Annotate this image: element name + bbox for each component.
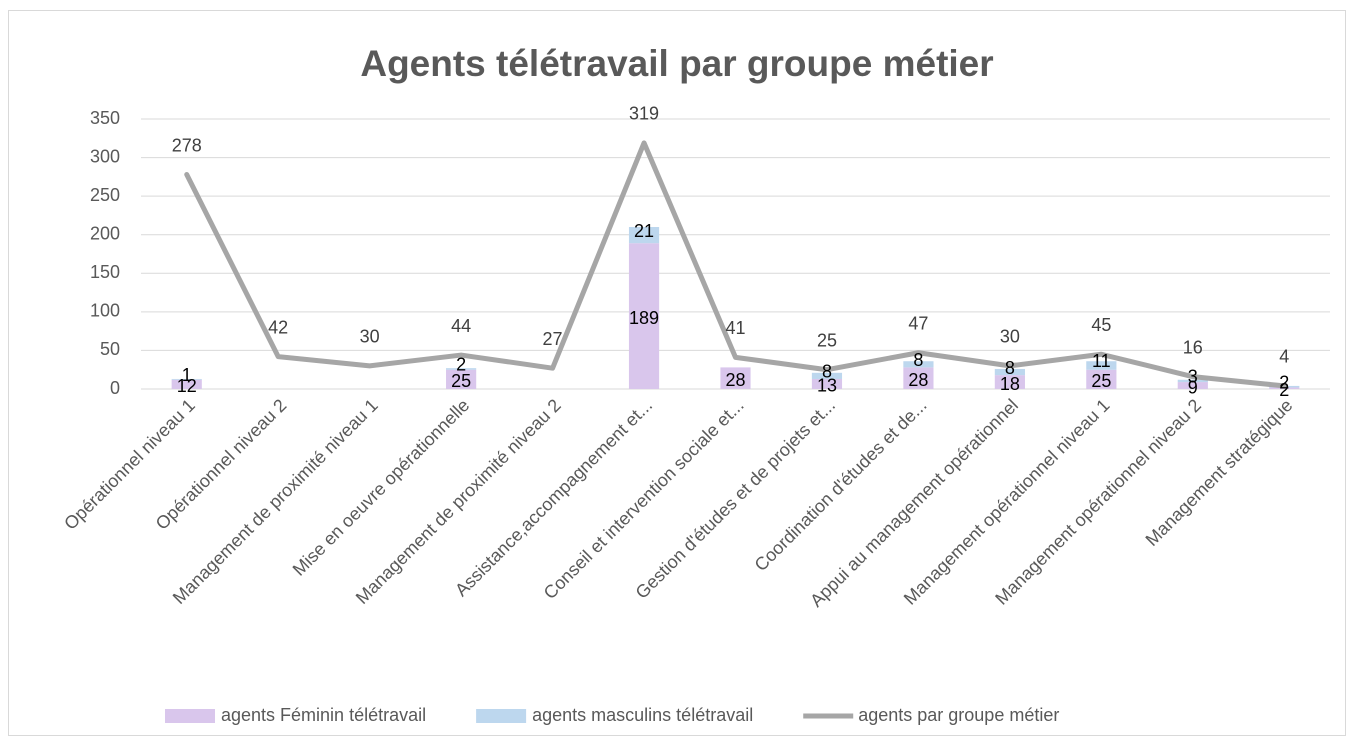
bar	[903, 367, 934, 389]
line-label: 42	[268, 317, 288, 337]
bar-label: 8	[822, 362, 832, 382]
y-tick-label: 100	[90, 301, 120, 321]
line	[184, 140, 1287, 389]
y-tick-label: 300	[90, 146, 120, 166]
line-label: 4	[1279, 347, 1289, 367]
bar	[171, 379, 202, 389]
bar-label: 12	[177, 376, 197, 396]
bar-label: 28	[908, 370, 928, 390]
y-tick-label: 50	[100, 339, 120, 359]
y-tick-label: 200	[90, 223, 120, 243]
bar	[1086, 369, 1117, 389]
bar-label: 8	[913, 350, 923, 370]
bar-label: 25	[451, 371, 471, 391]
bar-label: 25	[1091, 371, 1111, 391]
bar	[628, 227, 660, 244]
bar-label: 18	[1000, 374, 1020, 394]
bar	[994, 368, 1025, 376]
bar	[1086, 361, 1117, 370]
legend-label: agents par groupe métier	[858, 705, 1059, 725]
bar	[446, 369, 477, 389]
bar	[628, 243, 660, 389]
bar-label: 1	[182, 365, 192, 385]
line-label: 16	[1183, 337, 1203, 357]
bar	[811, 372, 843, 379]
chart-title: Agents télétravail par groupe métier	[360, 43, 993, 84]
bar-label: 28	[725, 370, 745, 390]
line-label: 27	[543, 329, 563, 349]
y-tick-label: 0	[110, 378, 120, 398]
bar-label: 8	[1005, 358, 1015, 378]
line-label: 319	[629, 104, 659, 124]
line-label: 41	[725, 318, 745, 338]
bar-label: 13	[817, 376, 837, 396]
line-label: 44	[451, 316, 471, 336]
legend-swatch	[165, 709, 215, 723]
line-label: 30	[1000, 327, 1020, 347]
bar	[1177, 379, 1208, 383]
bar-label: 2	[456, 355, 466, 375]
line-label: 47	[908, 313, 928, 333]
y-tick-label: 350	[90, 108, 120, 128]
bar	[1177, 382, 1208, 389]
bar	[994, 375, 1025, 389]
bar	[171, 378, 202, 380]
legend-label: agents Féminin télétravail	[221, 705, 426, 725]
line-label: 25	[817, 330, 837, 350]
bar-label: 11	[1092, 351, 1111, 371]
bar-label: 3	[1188, 367, 1198, 387]
legend-label: agents masculins télétravail	[532, 705, 753, 725]
line-label: 278	[172, 135, 202, 155]
y-tick-label: 250	[90, 185, 120, 205]
line-label: 30	[360, 327, 380, 347]
bar	[446, 368, 477, 370]
bar-label: 2	[1279, 380, 1289, 400]
bar	[903, 361, 934, 368]
bar-label: 9	[1188, 377, 1198, 397]
bar-label: 2	[1279, 372, 1289, 392]
y-tick-label: 150	[90, 262, 120, 282]
legend-swatch	[476, 709, 527, 723]
line-label: 45	[1091, 315, 1111, 335]
bar-label: 189	[629, 308, 659, 328]
chart-frame	[8, 10, 1346, 736]
bar	[811, 378, 843, 389]
bar-label: 21	[634, 221, 654, 241]
bar	[720, 367, 751, 389]
